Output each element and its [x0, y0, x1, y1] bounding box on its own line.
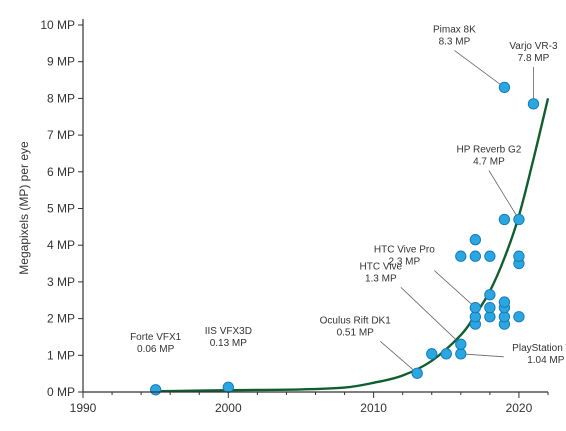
data-point — [469, 301, 481, 314]
x-tick-label: 1990 — [70, 401, 97, 415]
annotation-device-name: IIS VFX3D — [205, 326, 252, 337]
data-point — [484, 289, 496, 301]
y-axis-title: Megapixels (MP) per eye — [17, 141, 31, 275]
annotation-leader-line — [434, 270, 476, 308]
data-point — [469, 250, 481, 262]
data-point — [455, 348, 467, 360]
axis-layer: 0 MP 1 MP 2 MP 3 MP 4 MP 5 MP 6 MP 7 MP 8 MP 9 MP… — [17, 18, 549, 415]
annotation-device-name: Pimax 8K — [433, 24, 476, 35]
annotation-leader-line — [460, 353, 504, 358]
data-point — [484, 250, 496, 262]
data-point — [498, 296, 511, 308]
annotation-device-value: 7.8 MP — [518, 53, 550, 64]
data-point — [222, 381, 234, 393]
data-point — [455, 250, 467, 262]
y-tick-label: 8 MP — [47, 91, 75, 105]
data-point — [513, 250, 525, 262]
y-tick-label: 5 MP — [47, 202, 75, 216]
data-point — [498, 213, 511, 226]
annotation-device-name: HTC Vive Pro — [374, 245, 435, 256]
points-layer — [150, 81, 540, 396]
annotation-device-value: 0.06 MP — [137, 344, 175, 355]
annotation-device-value: 0.13 MP — [210, 338, 248, 349]
annotation-device-name: PlayStation VR — [512, 343, 566, 354]
data-point — [513, 213, 525, 226]
y-tick-label: 7 MP — [47, 128, 75, 142]
annotation-device-name: Forte VFX1 — [130, 332, 182, 343]
data-point — [150, 384, 162, 396]
data-point — [484, 301, 496, 314]
annotation-device-name: HP Reverb G2 — [457, 145, 522, 156]
y-tick-label: 3 MP — [47, 275, 75, 289]
annotation-leader-line — [488, 170, 520, 220]
annotation-leader-line — [379, 340, 418, 374]
annotation-device-name: Varjo VR-3 — [509, 41, 558, 52]
y-tick-label: 2 MP — [47, 312, 75, 326]
annotation-device-value: 2.3 MP — [389, 257, 421, 268]
y-tick-label: 9 MP — [47, 55, 75, 69]
data-point — [527, 98, 540, 110]
annotation-device-value: 1.04 MP — [527, 355, 565, 366]
leader-line-layer — [379, 50, 534, 374]
data-point — [426, 348, 438, 360]
data-point — [455, 338, 467, 350]
data-point — [411, 367, 423, 379]
x-tick-label: 2000 — [215, 401, 242, 415]
data-point — [469, 234, 481, 246]
annotation-device-value: 1.3 MP — [365, 273, 397, 284]
x-tick-label: 2020 — [506, 401, 533, 415]
data-point — [440, 348, 452, 360]
y-tick-label: 0 MP — [47, 385, 75, 399]
annotation-device-value: 4.7 MP — [473, 157, 505, 168]
annotation-device-value: 8.3 MP — [439, 36, 471, 47]
annotation-device-name: HTC Vive — [360, 261, 403, 272]
data-point — [513, 311, 525, 323]
annotation-device-name: Oculus Rift DK1 — [320, 315, 392, 326]
annotation-leader-line — [400, 287, 462, 345]
annotation-device-value: 0.51 MP — [337, 327, 375, 338]
y-tick-label: 10 MP — [40, 18, 75, 32]
y-tick-label: 6 MP — [47, 165, 75, 179]
data-point — [498, 81, 511, 94]
y-tick-label: 1 MP — [47, 348, 75, 362]
y-tick-label: 4 MP — [47, 238, 75, 252]
annotation-leader-line — [454, 50, 505, 88]
x-tick-label: 2010 — [360, 401, 387, 415]
